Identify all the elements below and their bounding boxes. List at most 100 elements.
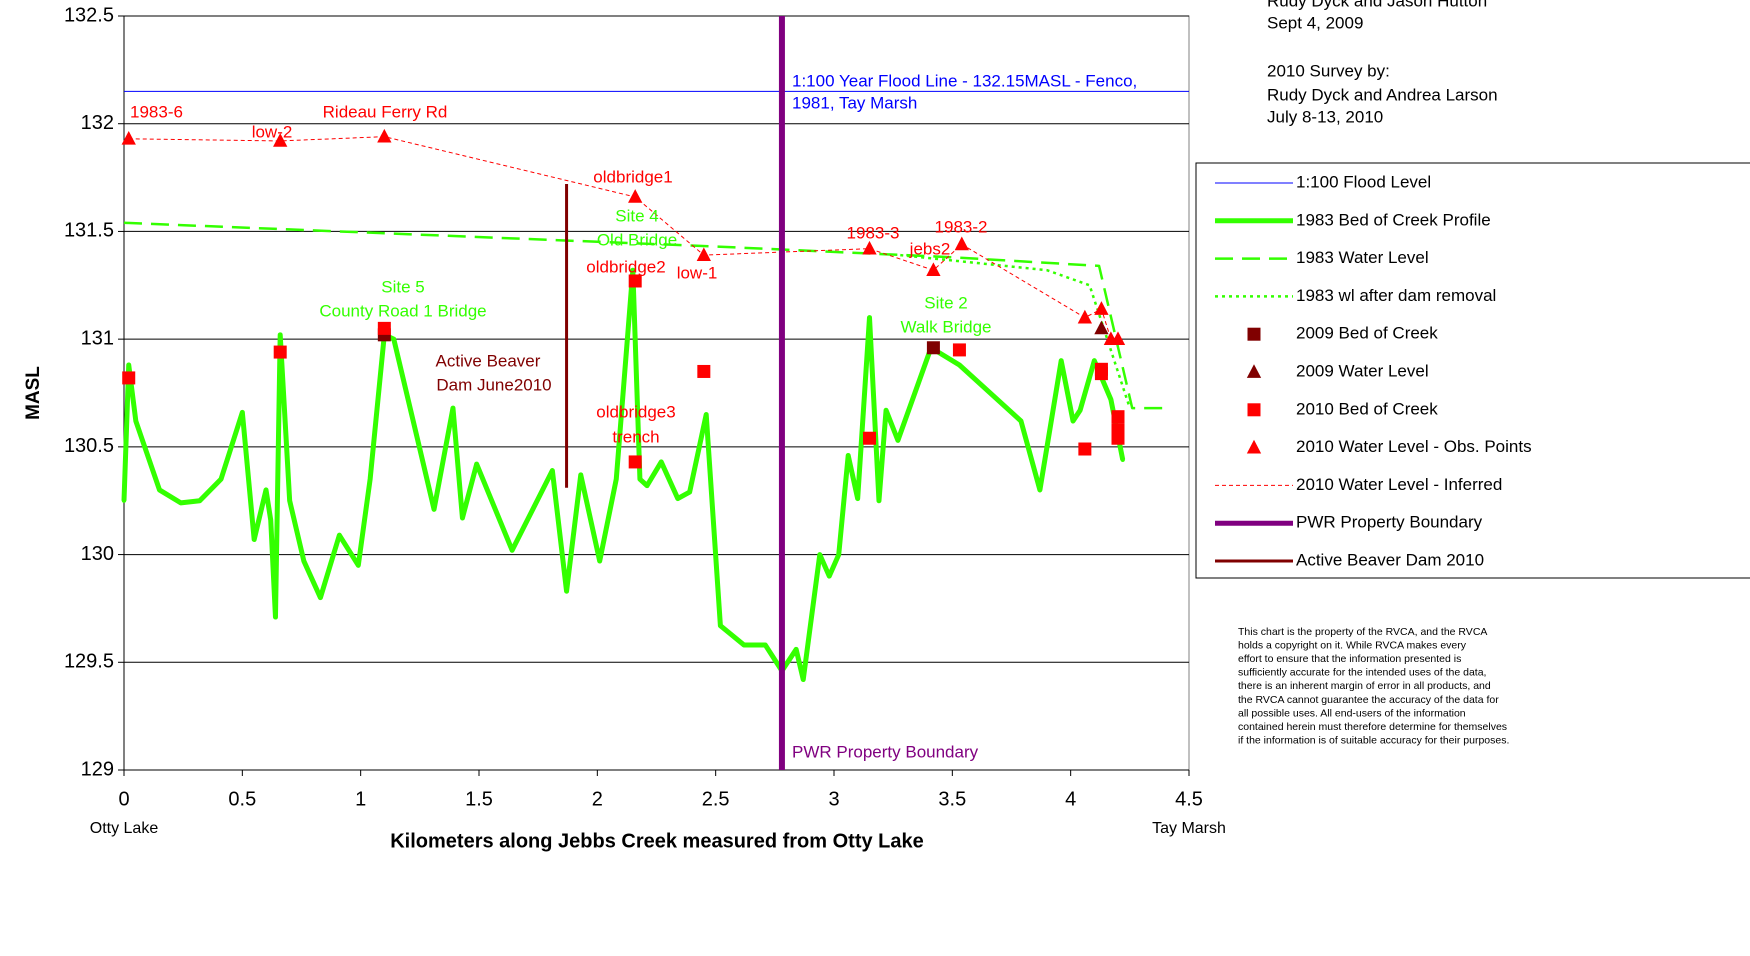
y-tick-label: 129 xyxy=(81,758,114,780)
triangle-marker xyxy=(1077,309,1093,324)
square-marker xyxy=(1247,403,1261,417)
square-marker xyxy=(697,364,711,378)
dot-marker xyxy=(268,517,273,523)
dot-marker xyxy=(801,677,806,682)
note: Rudy Dyck and Jason Hutton xyxy=(1267,0,1487,10)
series-line xyxy=(121,267,1126,683)
disclaimer: contained herein must therefore determin… xyxy=(1238,721,1507,733)
annotation: low-1 xyxy=(677,263,718,282)
triangle-marker xyxy=(121,130,136,145)
square-marker xyxy=(628,455,642,469)
x-end-label: Tay Marsh xyxy=(1152,820,1226,837)
annotation: Walk Bridge xyxy=(900,317,991,336)
dot-marker xyxy=(1077,408,1083,413)
triangle-marker xyxy=(377,128,392,143)
annotation: Site 4 xyxy=(615,206,658,225)
x-tick-label: 3 xyxy=(828,788,839,810)
square-marker xyxy=(377,321,391,335)
annotation: 1:100 Year Flood Line - 132.15MASL - Fen… xyxy=(792,71,1137,90)
dot-marker xyxy=(867,315,872,320)
dot-marker xyxy=(836,552,841,557)
triangle-marker xyxy=(1246,364,1262,378)
dot-marker xyxy=(718,623,723,628)
disclaimer: sufficiently accurate for the intended u… xyxy=(1238,667,1486,679)
annotation: County Road 1 Bridge xyxy=(319,301,486,320)
dot-marker xyxy=(356,563,361,568)
legend-label: 1983 wl after dam removal xyxy=(1296,286,1496,305)
square-marker xyxy=(952,343,966,357)
dot-marker xyxy=(263,487,269,493)
dot-marker xyxy=(957,362,962,368)
x-tick-label: 1 xyxy=(355,788,366,810)
disclaimer: holds a copyright on it. While RVCA make… xyxy=(1238,639,1467,651)
triangle-marker xyxy=(926,262,941,277)
y-tick-label: 132.5 xyxy=(64,4,114,26)
series-line xyxy=(900,253,1132,409)
annotation: oldbridge1 xyxy=(593,167,672,186)
dot-marker xyxy=(126,362,131,368)
square-marker xyxy=(1111,431,1125,445)
y-tick-label: 130 xyxy=(81,543,114,565)
note: July 8-13, 2010 xyxy=(1267,107,1383,126)
dot-marker xyxy=(367,476,373,482)
dot-marker xyxy=(793,647,799,652)
dot-marker xyxy=(876,498,882,503)
dot-marker xyxy=(704,412,709,417)
dot-marker xyxy=(741,642,747,648)
dot-marker xyxy=(218,476,224,482)
x-tick-label: 2 xyxy=(592,788,603,810)
disclaimer: effort to ensure that the information pr… xyxy=(1238,653,1461,665)
dot-marker xyxy=(273,614,278,620)
dot-marker xyxy=(659,459,664,465)
annotation: 1981, Tay Marsh xyxy=(792,93,917,112)
dot-marker xyxy=(157,487,162,493)
note: Sept 4, 2009 xyxy=(1267,13,1363,32)
annotation: oldbridge2 xyxy=(586,257,665,276)
annotation: Site 2 xyxy=(924,293,967,312)
dot-marker xyxy=(1120,457,1125,462)
disclaimer: This chart is the property of the RVCA, … xyxy=(1238,626,1487,638)
dot-marker xyxy=(431,507,437,512)
triangle-marker xyxy=(273,133,288,147)
square-marker xyxy=(122,371,136,385)
square-marker xyxy=(863,431,876,445)
legend-label: 2010 Bed of Creek xyxy=(1296,399,1438,418)
dot-marker xyxy=(817,552,822,557)
annotation: 1983-3 xyxy=(847,223,900,242)
dot-marker xyxy=(301,558,307,564)
dot-marker xyxy=(287,498,292,503)
dot-marker xyxy=(687,489,692,495)
dot-marker xyxy=(1108,397,1114,402)
dot-marker xyxy=(675,496,680,501)
annotation: low-2 xyxy=(252,122,293,141)
y-tick-label: 132 xyxy=(81,112,114,134)
series-line xyxy=(128,136,1118,340)
triangle-marker xyxy=(1094,320,1109,335)
dot-marker xyxy=(133,418,139,424)
dot-marker xyxy=(337,532,342,538)
dot-marker xyxy=(417,446,423,452)
y-tick-label: 131.5 xyxy=(64,220,114,242)
triangle-marker xyxy=(1110,331,1126,345)
dot-marker xyxy=(1018,418,1024,424)
dot-marker xyxy=(630,268,636,273)
triangle-marker xyxy=(696,247,711,261)
x-tick-label: 2.5 xyxy=(702,788,730,810)
disclaimer: all possible uses. All end-users of the … xyxy=(1238,707,1466,719)
x-tick-label: 0 xyxy=(118,788,129,810)
legend-label: 1983 Bed of Creek Profile xyxy=(1296,210,1491,229)
dot-marker xyxy=(1092,358,1097,363)
annotation: jebs2 xyxy=(909,239,951,258)
dot-marker xyxy=(644,483,650,488)
x-end-label: Otty Lake xyxy=(90,820,159,837)
dot-marker xyxy=(197,498,202,503)
square-marker xyxy=(273,345,287,359)
disclaimer: if the information is of suitable accura… xyxy=(1238,735,1509,747)
annotation: 1983-6 xyxy=(130,102,183,121)
dot-marker xyxy=(578,472,583,478)
legend-label: 2009 Water Level xyxy=(1296,361,1429,380)
annotation: Dam June2010 xyxy=(436,375,551,394)
square-marker xyxy=(926,341,940,355)
dot-marker xyxy=(846,453,851,458)
